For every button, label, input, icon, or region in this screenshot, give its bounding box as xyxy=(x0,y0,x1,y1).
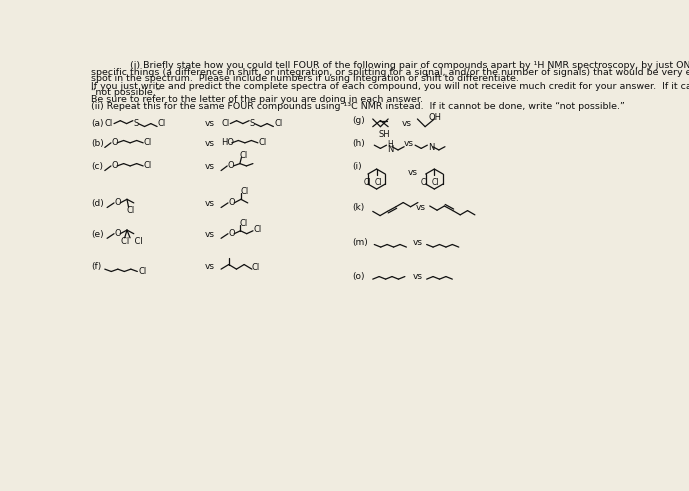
Text: N: N xyxy=(428,143,435,152)
Text: (k): (k) xyxy=(353,203,365,212)
Text: Cl: Cl xyxy=(240,187,249,196)
Text: (i) Briefly state how you could tell FOUR of the following pair of compounds apa: (i) Briefly state how you could tell FOU… xyxy=(130,61,689,70)
Text: Cl: Cl xyxy=(138,267,146,276)
Text: Cl: Cl xyxy=(144,162,152,170)
Text: O: O xyxy=(229,229,236,238)
Text: O: O xyxy=(112,138,119,147)
Text: (h): (h) xyxy=(353,139,365,148)
Text: OH: OH xyxy=(428,113,441,122)
Text: vs: vs xyxy=(407,168,418,177)
Text: Cl: Cl xyxy=(252,263,260,272)
Text: vs: vs xyxy=(413,273,423,281)
Text: (m): (m) xyxy=(353,238,369,246)
Text: S: S xyxy=(134,119,139,128)
Text: HO: HO xyxy=(221,137,234,147)
Text: Cl: Cl xyxy=(374,178,382,188)
Text: vs: vs xyxy=(205,162,215,171)
Text: Cl  Cl: Cl Cl xyxy=(121,237,143,246)
Text: Cl: Cl xyxy=(258,138,267,147)
Text: SH: SH xyxy=(378,130,390,139)
Text: vs: vs xyxy=(205,230,215,239)
Text: If you just write and predict the complete spectra of each compound, you will no: If you just write and predict the comple… xyxy=(91,82,689,91)
Text: O: O xyxy=(115,198,121,207)
Text: H: H xyxy=(387,140,393,149)
Text: Cl: Cl xyxy=(126,206,134,216)
Text: vs: vs xyxy=(205,139,215,148)
Text: “not possible.”: “not possible.” xyxy=(91,88,161,97)
Text: Cl: Cl xyxy=(240,218,248,228)
Text: spot in the spectrum.  Please include numbers if using integration or shift to d: spot in the spectrum. Please include num… xyxy=(91,74,519,82)
Text: N: N xyxy=(387,144,393,154)
Text: (o): (o) xyxy=(353,273,365,281)
Text: Cl: Cl xyxy=(432,178,440,188)
Text: vs: vs xyxy=(205,119,215,128)
Text: vs: vs xyxy=(404,139,413,148)
Text: vs: vs xyxy=(205,262,215,272)
Text: O: O xyxy=(228,162,235,170)
Text: Cl: Cl xyxy=(105,119,113,128)
Text: Cl: Cl xyxy=(363,178,371,187)
Text: vs: vs xyxy=(416,203,426,212)
Text: Cl: Cl xyxy=(144,138,152,147)
Text: Cl: Cl xyxy=(421,178,429,187)
Text: Cl: Cl xyxy=(221,119,229,128)
Text: (ii) Repeat this for the same FOUR compounds using ¹³C NMR instead.  If it canno: (ii) Repeat this for the same FOUR compo… xyxy=(91,102,625,111)
Text: Be sure to refer to the letter of the pair you are doing in each answer.: Be sure to refer to the letter of the pa… xyxy=(91,95,423,104)
Text: (i): (i) xyxy=(353,162,362,171)
Text: Cl: Cl xyxy=(254,225,262,234)
Text: O: O xyxy=(229,198,236,207)
Text: (b): (b) xyxy=(91,139,103,148)
Text: S: S xyxy=(250,119,255,128)
Text: specific things (a difference in shift, or integration, or splitting for a signa: specific things (a difference in shift, … xyxy=(91,67,689,77)
Text: O: O xyxy=(112,162,119,170)
Text: (f): (f) xyxy=(91,262,101,272)
Text: (e): (e) xyxy=(91,230,103,239)
Text: (a): (a) xyxy=(91,119,103,128)
Text: O: O xyxy=(115,229,121,238)
Text: Cl: Cl xyxy=(274,119,282,128)
Text: Cl: Cl xyxy=(239,151,247,161)
Text: (g): (g) xyxy=(353,116,365,125)
Text: (d): (d) xyxy=(91,199,103,208)
Text: vs: vs xyxy=(413,238,423,246)
Text: vs: vs xyxy=(402,119,412,128)
Text: Cl: Cl xyxy=(158,119,166,128)
Text: vs: vs xyxy=(205,199,215,208)
Text: (c): (c) xyxy=(91,162,103,171)
